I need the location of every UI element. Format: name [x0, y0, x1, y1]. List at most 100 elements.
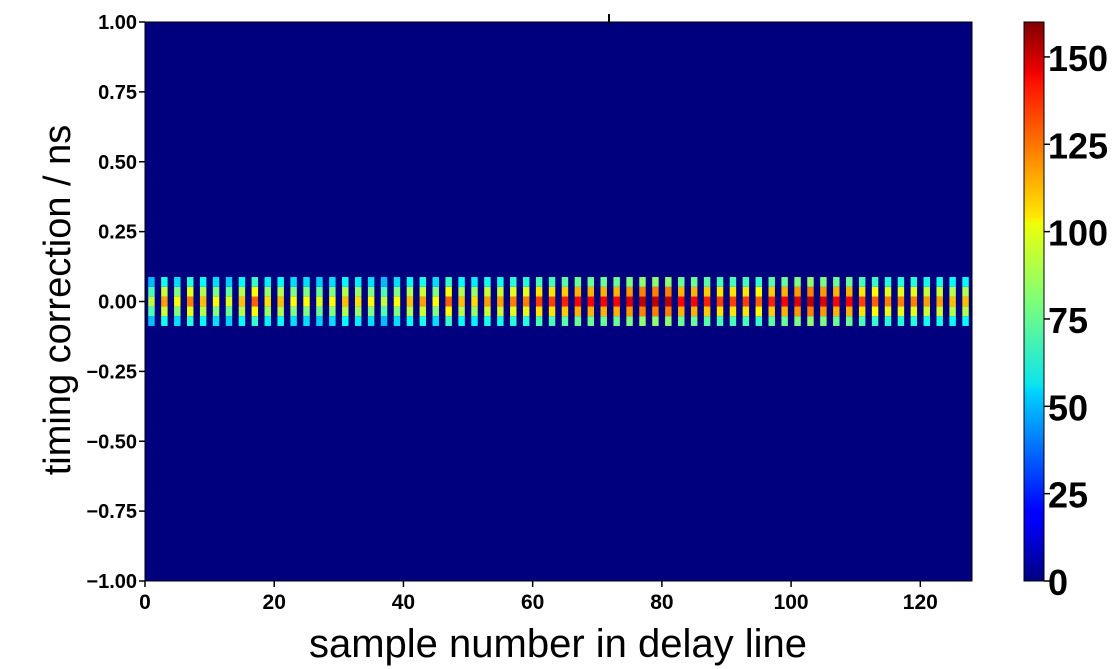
heatmap-cell — [639, 296, 646, 307]
heatmap-cell — [548, 286, 556, 297]
heatmap-cell — [665, 316, 672, 326]
heatmap-cell — [678, 296, 685, 307]
heatmap-cell — [626, 296, 633, 307]
heatmap-cell — [768, 316, 775, 326]
colorbar-tick-label: 50 — [1048, 387, 1088, 428]
heatmap-cell — [199, 277, 207, 287]
heatmap-cell — [910, 277, 918, 287]
heatmap-cell — [600, 277, 607, 287]
heatmap-cell — [290, 286, 297, 297]
heatmap-cell — [303, 296, 310, 307]
heatmap-cell — [174, 277, 181, 287]
x-axis-label: sample number in delay line — [309, 622, 807, 666]
heatmap-cell — [380, 296, 388, 307]
heatmap-cell — [497, 296, 504, 307]
heatmap-cell — [652, 286, 659, 297]
heatmap-cell — [910, 296, 918, 307]
heatmap-cell — [897, 286, 905, 297]
heatmap-cell — [820, 277, 827, 287]
y-tick-label: 0.50 — [98, 152, 137, 174]
heatmap-cell — [380, 306, 388, 317]
heatmap-cell — [225, 277, 233, 287]
heatmap-cell — [419, 277, 427, 287]
heatmap-cell — [910, 316, 918, 326]
heatmap-cell — [833, 296, 840, 307]
heatmap-cell — [264, 286, 271, 297]
heatmap-cell — [277, 316, 284, 326]
heatmap-cell — [510, 296, 517, 307]
heatmap-cell — [510, 286, 517, 297]
heatmap-cell — [768, 286, 775, 297]
heatmap-cell — [212, 296, 220, 307]
heatmap-cell — [316, 296, 323, 307]
heatmap-cell — [432, 277, 439, 287]
heatmap-cell — [561, 296, 569, 307]
heatmap-cell — [277, 306, 284, 317]
heatmap-cell — [794, 286, 801, 297]
heatmap-cell — [962, 296, 969, 307]
heatmap-cell — [962, 316, 969, 326]
heatmap-cell — [342, 316, 349, 326]
heatmap-cell — [264, 306, 271, 317]
heatmap-cell — [548, 277, 556, 287]
heatmap-cell — [212, 316, 220, 326]
heatmap-cell — [781, 296, 788, 307]
heatmap-cell — [342, 306, 349, 317]
heatmap-cell — [716, 306, 724, 317]
heatmap-cell — [652, 306, 659, 317]
y-axis-ticks: 1.00 0.75 0.50 0.25 0.00 −0.25 −0.50 −0.75 −1.00 — [86, 12, 145, 593]
heatmap-cell — [329, 316, 336, 326]
heatmap-cell — [342, 277, 349, 287]
heatmap-cell — [484, 277, 491, 287]
heatmap-cell — [678, 286, 685, 297]
heatmap-cell — [574, 306, 582, 317]
heatmap-cell — [393, 306, 401, 317]
heatmap-cell — [716, 277, 724, 287]
heatmap-cell — [833, 286, 840, 297]
heatmap-cell — [484, 306, 491, 317]
heatmap-cell — [871, 286, 879, 297]
heatmap-cell — [716, 296, 724, 307]
heatmap-cell — [781, 316, 788, 326]
heatmap-cell — [329, 296, 336, 307]
heatmap-cell — [264, 277, 271, 287]
heatmap-cell — [729, 306, 737, 317]
heatmap-cell — [354, 306, 362, 317]
heatmap-cell — [665, 277, 672, 287]
heatmap-cell — [238, 296, 246, 307]
heatmap-cell — [186, 306, 194, 317]
heatmap-cell — [212, 306, 220, 317]
heatmap-cell — [367, 277, 375, 287]
heatmap-cell — [690, 316, 698, 326]
heatmap-cell — [936, 296, 943, 307]
x-tick-label: 40 — [392, 591, 415, 614]
colorbar — [1023, 21, 1045, 582]
heatmap-cell — [290, 277, 297, 287]
y-tick-label: −1.00 — [86, 571, 137, 593]
heatmap-cell — [897, 316, 905, 326]
heatmap-cell — [174, 306, 181, 317]
heatmap-cell — [445, 316, 452, 326]
heatmap-cell — [471, 277, 478, 287]
heatmap-cell — [238, 286, 246, 297]
heatmap-cell — [639, 316, 646, 326]
heatmap-cell — [548, 306, 556, 317]
heatmap-cell — [665, 296, 672, 307]
heatmap-cell — [639, 286, 646, 297]
heatmap-cell — [367, 296, 375, 307]
heatmap-cell — [613, 286, 620, 297]
heatmap-cell — [587, 277, 595, 287]
heatmap-cell — [471, 316, 478, 326]
heatmap-cell — [445, 306, 452, 317]
heatmap-cell — [703, 316, 711, 326]
heatmap-cell — [871, 316, 879, 326]
heatmap-cell — [354, 316, 362, 326]
heatmap-cell — [316, 277, 323, 287]
heatmap-cell — [626, 286, 633, 297]
heatmap-cell — [846, 306, 853, 317]
heatmap-cell — [561, 306, 569, 317]
heatmap-cell — [561, 277, 569, 287]
heatmap-cell — [535, 296, 543, 307]
heatmap-cell — [858, 296, 866, 307]
heatmap-cell — [419, 316, 427, 326]
